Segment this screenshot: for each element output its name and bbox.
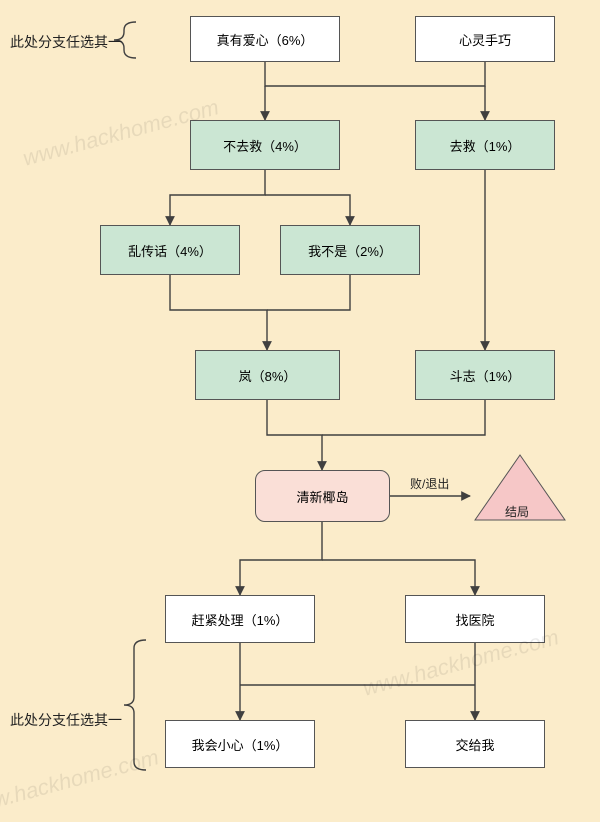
branch-note-top: 此处分支任选其一 <box>10 32 122 52</box>
node-not-me: 我不是（2%） <box>280 225 420 275</box>
node-find-hospital: 找医院 <box>405 595 545 643</box>
edge-label-fail: 败/退出 <box>410 475 449 492</box>
node-true-love: 真有爱心（6%） <box>190 16 340 62</box>
node-skillful: 心灵手巧 <box>415 16 555 62</box>
node-rumor: 乱传话（4%） <box>100 225 240 275</box>
node-be-careful: 我会小心（1%） <box>165 720 315 768</box>
node-leave-to-me: 交给我 <box>405 720 545 768</box>
triangle-ending-label: 结局 <box>505 503 529 520</box>
node-save: 去救（1%） <box>415 120 555 170</box>
branch-note-bottom: 此处分支任选其一 <box>10 710 122 730</box>
node-not-save: 不去救（4%） <box>190 120 340 170</box>
node-lan: 岚（8%） <box>195 350 340 400</box>
node-handle-now: 赶紧处理（1%） <box>165 595 315 643</box>
node-fresh-island: 清新椰岛 <box>255 470 390 522</box>
watermark-3: www.hackhome.com <box>0 744 162 821</box>
node-fight: 斗志（1%） <box>415 350 555 400</box>
